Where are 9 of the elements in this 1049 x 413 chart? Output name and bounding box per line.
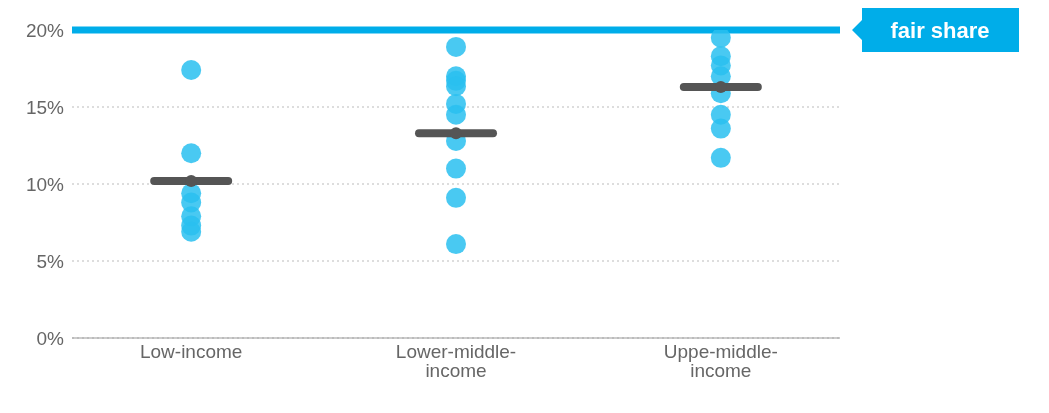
x-tick-label: Lower-middle-income xyxy=(395,341,517,381)
y-tick-label: 15% xyxy=(25,96,65,118)
ref-line-label: fair share xyxy=(890,18,990,43)
y-tick-label: 20% xyxy=(25,19,65,41)
y-tick-label: 0% xyxy=(36,327,65,349)
x-tick-label: Uppe-middle-income xyxy=(663,341,778,381)
x-tick-label: Low-income xyxy=(139,341,243,362)
y-tick-label: 10% xyxy=(25,173,65,195)
y-tick-label: 5% xyxy=(36,250,65,272)
